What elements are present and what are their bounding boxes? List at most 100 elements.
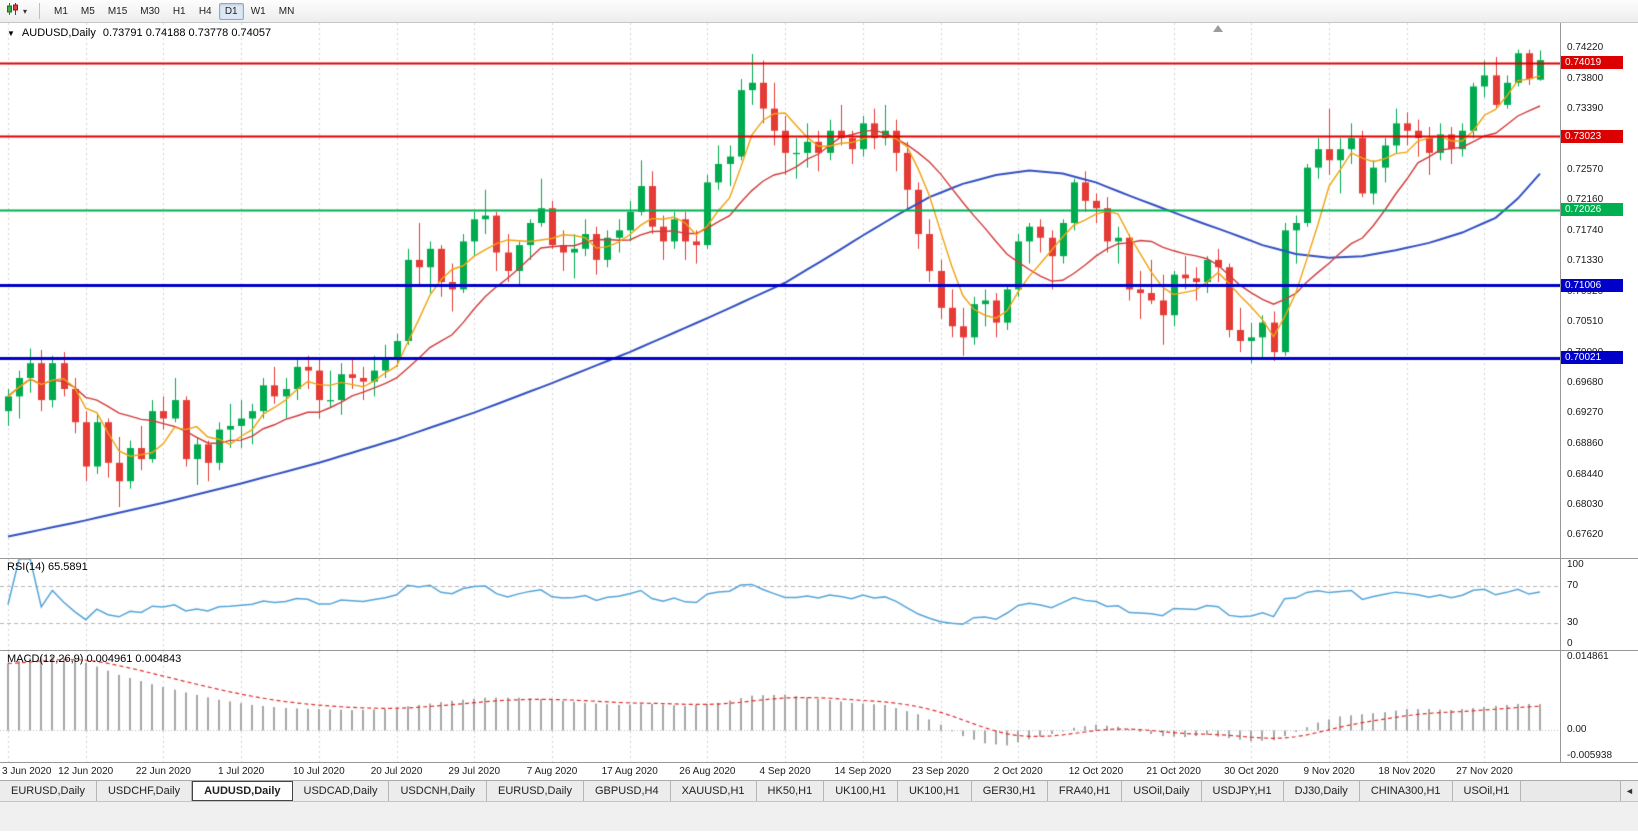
chart-tab-usoil-daily[interactable]: USOil,Daily xyxy=(1122,781,1202,801)
price-tick: 0.67620 xyxy=(1567,529,1604,541)
rsi-canvas[interactable] xyxy=(0,559,1560,650)
date-tick: 10 Jul 2020 xyxy=(292,766,345,777)
price-chart-panel: ▼ AUDUSD,Daily 0.73791 0.74188 0.73778 0… xyxy=(0,23,1638,558)
macd-axis[interactable]: 0.014861 0.00 -0.005938 xyxy=(1560,651,1638,762)
timeframe-button-m5[interactable]: M5 xyxy=(80,5,95,17)
chart-symbol-period: AUDUSD,Daily xyxy=(21,27,96,39)
date-tick: 22 Jun 2020 xyxy=(135,766,191,777)
candlestick-chart-icon xyxy=(6,2,20,21)
price-tick: 0.68860 xyxy=(1567,437,1604,449)
price-tick: 0.69270 xyxy=(1567,407,1604,419)
price-tick: 0.73390 xyxy=(1567,103,1604,115)
rsi-tick: 30 xyxy=(1567,616,1579,628)
date-tick: 14 Sep 2020 xyxy=(834,766,892,777)
price-tick: 0.72160 xyxy=(1567,194,1604,206)
price-tick: 0.70510 xyxy=(1567,315,1604,327)
date-tick: 21 Oct 2020 xyxy=(1146,766,1201,777)
date-tick: 18 Nov 2020 xyxy=(1378,766,1436,777)
date-tick: 7 Aug 2020 xyxy=(526,766,578,777)
macd-tick: 0.00 xyxy=(1567,723,1587,735)
chart-tab-gbpusd-h4[interactable]: GBPUSD,H4 xyxy=(584,781,671,801)
collapse-icon[interactable]: ▼ xyxy=(7,28,15,38)
date-tick: 23 Sep 2020 xyxy=(912,766,969,777)
chart-tab-usdchf-daily[interactable]: USDCHF,Daily xyxy=(96,781,193,801)
date-tick: 4 Sep 2020 xyxy=(759,766,811,777)
chart-tabs: EURUSD,Daily USDCHF,Daily AUDUSD,Daily USDC… xyxy=(0,781,1620,801)
chart-title: ▼ AUDUSD,Daily 0.73791 0.74188 0.73778 0… xyxy=(7,27,271,39)
rsi-tick: 70 xyxy=(1567,580,1579,592)
rsi-tick: 100 xyxy=(1567,559,1584,570)
chart-tab-usdcad-daily[interactable]: USDCAD,Daily xyxy=(292,781,390,801)
timeframe-button-m30[interactable]: M30 xyxy=(140,5,160,17)
timeframe-button-m15[interactable]: M15 xyxy=(107,5,128,17)
hline-price-label: 0.73023 xyxy=(1561,129,1623,143)
hline-price-label: 0.70021 xyxy=(1561,351,1623,365)
tab-scroll-left-button[interactable]: ◄ xyxy=(1620,781,1638,801)
timeframe-button-w1[interactable]: W1 xyxy=(250,5,266,17)
price-tick: 0.73800 xyxy=(1567,73,1604,85)
macd-tick: 0.014861 xyxy=(1567,651,1609,662)
date-tick: 1 Jul 2020 xyxy=(218,766,265,777)
timeframe-buttons: M1 M5 M15 M30 H1 H4 D1 W1 MN xyxy=(48,2,300,20)
chart-tab-usdjpy-h1[interactable]: USDJPY,H1 xyxy=(1201,781,1284,801)
hline-price-label: 0.71006 xyxy=(1561,278,1623,292)
price-tick: 0.71740 xyxy=(1567,225,1604,237)
rsi-axis[interactable]: 100 70 30 0 xyxy=(1560,559,1638,650)
timeframe-button-d1[interactable]: D1 xyxy=(218,2,244,20)
timeframe-button-mn[interactable]: MN xyxy=(278,5,295,17)
rsi-label: RSI(14) 65.5891 xyxy=(7,561,88,573)
price-tick: 0.74220 xyxy=(1567,42,1604,54)
chart-tab-eurusd-daily[interactable]: EURUSD,Daily xyxy=(487,781,584,801)
macd-tick: -0.005938 xyxy=(1567,750,1613,761)
date-tick: 30 Oct 2020 xyxy=(1224,766,1279,777)
chart-tab-hk50-h1[interactable]: HK50,H1 xyxy=(756,781,825,801)
time-axis[interactable]: 3 Jun 2020 12 Jun 2020 22 Jun 2020 1 Jul 20… xyxy=(0,762,1638,780)
price-tick: 0.72570 xyxy=(1567,163,1604,175)
chart-tab-dj30-daily[interactable]: DJ30,Daily xyxy=(1283,781,1360,801)
date-tick: 12 Jun 2020 xyxy=(58,766,114,777)
chart-tab-eurusd-daily[interactable]: EURUSD,Daily xyxy=(0,781,97,801)
date-tick: 9 Nov 2020 xyxy=(1303,766,1355,777)
chart-tab-uk100-h1[interactable]: UK100,H1 xyxy=(897,781,972,801)
chart-tab-china300-h1[interactable]: CHINA300,H1 xyxy=(1359,781,1453,801)
timeframe-toolbar: ▾ M1 M5 M15 M30 H1 H4 D1 W1 MN xyxy=(0,0,1638,23)
chart-tab-uk100-h1[interactable]: UK100,H1 xyxy=(824,781,898,801)
chart-tabs-bar: EURUSD,Daily USDCHF,Daily AUDUSD,Daily USDC… xyxy=(0,780,1638,801)
chart-tab-usoil-h1[interactable]: USOil,H1 xyxy=(1452,781,1522,801)
rsi-panel: RSI(14) 65.5891 100 70 30 0 xyxy=(0,558,1638,650)
status-strip xyxy=(0,801,1638,831)
rsi-tick: 0 xyxy=(1567,638,1573,649)
price-tick: 0.71330 xyxy=(1567,255,1604,267)
price-tick: 0.68030 xyxy=(1567,498,1604,510)
price-tick: 0.69680 xyxy=(1567,377,1604,389)
macd-label: MACD(12,26,9) 0.004961 0.004843 xyxy=(7,653,182,665)
price-tick: 0.68440 xyxy=(1567,468,1604,480)
date-tick: 3 Jun 2020 xyxy=(2,766,52,777)
date-tick: 2 Oct 2020 xyxy=(993,766,1043,777)
chart-type-button[interactable]: ▾ xyxy=(4,1,31,22)
timeframe-button-h1[interactable]: H1 xyxy=(172,5,186,17)
date-tick: 26 Aug 2020 xyxy=(679,766,736,777)
date-tick: 17 Aug 2020 xyxy=(601,766,658,777)
date-tick: 12 Oct 2020 xyxy=(1068,766,1124,777)
chart-tab-xauusd-h1[interactable]: XAUUSD,H1 xyxy=(670,781,757,801)
chart-tab-ger30-h1[interactable]: GER30,H1 xyxy=(971,781,1048,801)
timeframe-button-m1[interactable]: M1 xyxy=(54,5,68,17)
macd-panel: MACD(12,26,9) 0.004961 0.004843 0.014861… xyxy=(0,650,1638,762)
chart-tab-usdcnh-daily[interactable]: USDCNH,Daily xyxy=(389,781,488,801)
chevron-down-icon: ▾ xyxy=(23,6,28,16)
chart-tab-fra40-h1[interactable]: FRA40,H1 xyxy=(1047,781,1123,801)
date-tick: 20 Jul 2020 xyxy=(370,766,423,777)
chart-ohlc-values: 0.73791 0.74188 0.73778 0.74057 xyxy=(102,27,272,39)
price-axis[interactable]: 0.742200.738000.733900.729800.725700.721… xyxy=(1560,23,1638,558)
hline-price-label: 0.74019 xyxy=(1561,56,1623,70)
date-tick: 29 Jul 2020 xyxy=(448,766,501,777)
price-chart-canvas[interactable] xyxy=(0,23,1560,558)
chart-tab-audusd-daily[interactable]: AUDUSD,Daily xyxy=(192,781,293,801)
macd-canvas[interactable] xyxy=(0,651,1560,762)
toolbar-divider xyxy=(39,3,41,19)
timeframe-button-h4[interactable]: H4 xyxy=(198,5,212,17)
chart-shift-marker[interactable] xyxy=(1213,25,1223,32)
date-tick: 27 Nov 2020 xyxy=(1456,766,1513,777)
